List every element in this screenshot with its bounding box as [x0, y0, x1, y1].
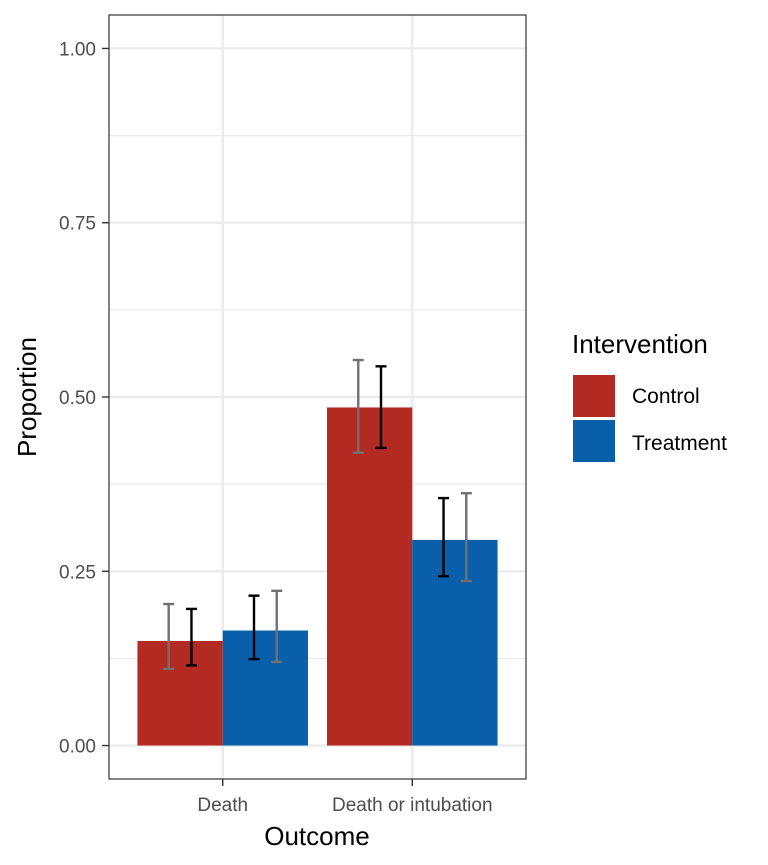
bar-treatment-1 [412, 539, 498, 746]
error-bar-gray-control-1 [352, 358, 364, 454]
x-tick-label: Death [197, 795, 248, 816]
y-tick-label: 1.00 [59, 39, 96, 60]
legend-label-treatment: Treatment [632, 432, 727, 455]
error-bar-black-treatment-1 [438, 496, 450, 578]
bar-treatment-0 [222, 630, 309, 746]
axes: 0.00 0.25 0.50 0.75 1.00 Death Death or intuba… [59, 39, 493, 816]
legend-title: Intervention [572, 329, 708, 359]
error-bar-gray-treatment-1 [460, 491, 472, 583]
y-axis-title: Proportion [12, 337, 42, 457]
y-tick-label: 0.50 [59, 388, 96, 409]
error-bar-black-control-0 [185, 607, 197, 667]
x-axis-title: Outcome [264, 821, 370, 851]
bars [137, 407, 498, 746]
bar-control-1 [326, 407, 413, 746]
y-tick-label: 0.75 [59, 214, 96, 235]
bar-control-0 [137, 640, 223, 746]
error-bar-black-treatment-0 [248, 594, 260, 661]
error-bar-gray-treatment-0 [271, 589, 283, 664]
y-tick-label: 0.00 [59, 737, 96, 758]
error-bar-gray-control-0 [163, 602, 175, 671]
y-tick-label: 0.25 [59, 562, 96, 583]
legend-label-control: Control [632, 385, 700, 408]
x-tick-label: Death or intubation [332, 795, 493, 816]
error-bar-black-control-1 [375, 365, 387, 450]
error-bars [163, 358, 472, 671]
legend-swatch-treatment [573, 420, 615, 462]
legend-swatch-control [573, 375, 615, 417]
legend: Intervention Control Treatment [572, 329, 727, 462]
